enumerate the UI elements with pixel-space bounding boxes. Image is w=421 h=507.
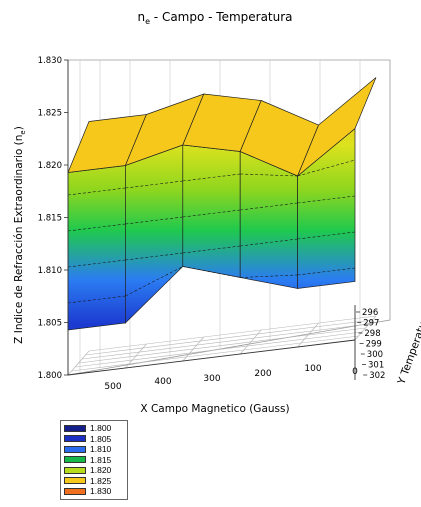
legend-label: 1.800 bbox=[90, 423, 112, 434]
y-tick-label: 302 bbox=[369, 371, 385, 381]
z-tick-label: 1.805 bbox=[38, 319, 62, 329]
y-tick-label: 298 bbox=[364, 329, 380, 339]
x-axis-title: X Campo Magnetico (Gauss) bbox=[140, 403, 289, 415]
y-tick-label: 301 bbox=[368, 361, 384, 371]
z-tick-label: 1.830 bbox=[38, 56, 62, 66]
chart-title: ne - Campo - Temperatura bbox=[137, 10, 292, 26]
contour-line bbox=[125, 266, 183, 297]
contour-line bbox=[240, 274, 298, 278]
y-tick-label: 300 bbox=[367, 350, 383, 360]
x-axis-ticks: 500 400 300 200 100 0 bbox=[104, 364, 358, 392]
x-tick-label: 200 bbox=[254, 369, 271, 379]
contour-line bbox=[240, 173, 298, 177]
legend-swatch bbox=[64, 477, 86, 485]
surface-facet bbox=[67, 165, 126, 331]
surface-top-facet bbox=[297, 77, 377, 177]
y-axis-title: Y Temperatura (K) bbox=[395, 293, 421, 387]
legend-swatch bbox=[64, 445, 86, 453]
legend-swatch bbox=[64, 435, 86, 443]
y-tick-label: 297 bbox=[363, 319, 379, 329]
z-tick-label: 1.810 bbox=[38, 266, 62, 276]
legend-item: 1.825 bbox=[64, 476, 124, 487]
x-tick-label: 400 bbox=[154, 377, 171, 387]
surface-mesh bbox=[67, 77, 377, 331]
legend-swatch bbox=[64, 424, 86, 432]
legend-swatch bbox=[64, 466, 86, 474]
legend-label: 1.830 bbox=[90, 486, 112, 497]
legend-item: 1.800 bbox=[64, 423, 124, 434]
legend-item: 1.830 bbox=[64, 486, 124, 497]
z-axis-ticks: 1.800 1.805 1.810 1.815 1.820 1.825 1.830 bbox=[38, 56, 68, 381]
legend-label: 1.805 bbox=[90, 433, 112, 444]
legend-item: 1.810 bbox=[64, 444, 124, 455]
legend-label: 1.810 bbox=[90, 444, 112, 455]
z-tick-label: 1.825 bbox=[38, 109, 62, 119]
legend-swatch bbox=[64, 487, 86, 495]
x-tick-label: 0 bbox=[352, 367, 358, 377]
legend: 1.800 1.805 1.810 1.815 1.820 1.825 1.830 bbox=[60, 420, 128, 500]
legend-label: 1.825 bbox=[90, 475, 112, 486]
legend-item: 1.815 bbox=[64, 455, 124, 466]
z-axis-title: Z Indice de Refracción Extraordinario (n… bbox=[13, 126, 27, 344]
z-tick-label: 1.815 bbox=[38, 214, 62, 224]
x-tick-label: 500 bbox=[104, 382, 121, 392]
legend-swatch bbox=[64, 456, 86, 464]
x-tick-label: 300 bbox=[203, 374, 220, 384]
legend-item: 1.805 bbox=[64, 434, 124, 445]
y-tick-label: 299 bbox=[366, 340, 382, 350]
z-tick-label: 1.800 bbox=[38, 371, 62, 381]
legend-label: 1.820 bbox=[90, 465, 112, 476]
legend-item: 1.820 bbox=[64, 465, 124, 476]
z-tick-label: 1.820 bbox=[38, 161, 62, 171]
legend-label: 1.815 bbox=[90, 454, 112, 465]
x-tick-label: 100 bbox=[304, 364, 321, 374]
surface-facet bbox=[182, 144, 241, 278]
y-tick-label: 296 bbox=[362, 308, 378, 318]
